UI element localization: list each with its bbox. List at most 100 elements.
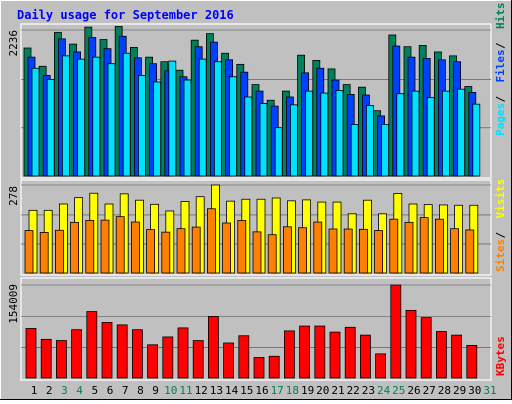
x-tick-label: 14 [225, 384, 239, 397]
x-tick-label: 12 [195, 384, 208, 397]
bar-kbytes [86, 311, 98, 379]
x-tick-label: 7 [122, 384, 129, 397]
bar-sites [206, 208, 216, 274]
bar-pages [305, 90, 314, 177]
x-tick-label: 20 [316, 384, 329, 397]
bar-kbytes [466, 344, 478, 379]
bar-pages [472, 103, 481, 177]
bar-sites [267, 234, 277, 274]
x-tick-label: 11 [179, 384, 192, 397]
bar-sites [298, 227, 308, 274]
bar-sites [146, 229, 156, 274]
x-tick-label: 24 [377, 384, 391, 397]
bar-kbytes [268, 355, 280, 379]
bar-pages [183, 79, 192, 177]
bar-kbytes [40, 338, 52, 379]
bar-pages [107, 63, 116, 177]
bar-sites [419, 217, 429, 274]
bar-kbytes [25, 328, 37, 379]
x-tick-label: 10 [164, 384, 177, 397]
bar-sites [328, 228, 338, 274]
bar-pages [62, 55, 70, 177]
bar-kbytes [162, 336, 174, 379]
bar-pages [426, 97, 435, 177]
bar-sites [358, 228, 368, 274]
legend-hits: Hits [494, 3, 507, 30]
bar-sites [374, 230, 384, 274]
bar-kbytes [223, 342, 235, 379]
bar-sites [404, 221, 414, 274]
x-tick-label: 17 [271, 384, 284, 397]
bar-kbytes [375, 353, 387, 379]
bar-pages [274, 127, 283, 177]
bar-kbytes [192, 340, 204, 379]
bar-kbytes [390, 284, 402, 379]
bar-pages [244, 96, 253, 177]
panel-visits-sites [20, 179, 492, 276]
bar-pages [77, 58, 85, 177]
x-tick-label: 8 [137, 384, 144, 397]
bar-pages [198, 58, 207, 177]
bar-pages [259, 103, 268, 177]
bar-kbytes [147, 344, 159, 379]
bar-pages [320, 92, 329, 177]
bar-pages [153, 81, 162, 177]
bar-kbytes [116, 324, 128, 379]
bar-pages [46, 78, 55, 177]
legend-files: Files [494, 49, 507, 82]
bar-kbytes [207, 316, 219, 379]
bar-pages [411, 90, 420, 177]
bar-sites [343, 228, 353, 274]
bar-kbytes [131, 329, 143, 379]
x-tick-label: 28 [438, 384, 451, 397]
bar-sites [252, 231, 262, 274]
bar-kbytes [405, 309, 417, 379]
bar-kbytes [238, 335, 250, 379]
x-tick-label: 16 [255, 384, 268, 397]
x-tick-label: 3 [61, 384, 68, 397]
bar-kbytes [314, 325, 326, 379]
x-tick-label: 9 [152, 384, 159, 397]
x-tick-label: 4 [76, 384, 83, 397]
bar-kbytes [420, 317, 432, 379]
bar-sites [465, 229, 475, 274]
legend-separator: / [494, 96, 507, 103]
legend-pages: Pages [494, 103, 507, 136]
x-tick-label: 19 [301, 384, 314, 397]
bar-marks [23, 26, 481, 379]
x-tick-label: 15 [240, 384, 253, 397]
x-tick-label: 26 [407, 384, 420, 397]
panel-kbytes [20, 277, 492, 381]
x-tick-label: 2 [46, 384, 53, 397]
bar-sites [161, 231, 171, 274]
bar-sites [24, 230, 34, 274]
legend-kbytes: KBytes [494, 336, 507, 376]
y-axis-max-label: 154009 [7, 284, 20, 324]
chart-title: Daily usage for September 2016 [17, 8, 234, 22]
bar-sites [389, 218, 399, 274]
x-tick-label: 22 [347, 384, 360, 397]
bar-sites [450, 228, 460, 274]
y-axis-max-label: 278 [7, 186, 20, 206]
x-tick-label: 23 [362, 384, 375, 397]
x-tick-label: 18 [286, 384, 299, 397]
bar-sites [100, 219, 110, 274]
legend-separator: / [494, 232, 507, 239]
bar-pages [92, 56, 101, 177]
y-axis-max-label: 2236 [7, 30, 20, 57]
bar-pages [457, 88, 466, 177]
bar-pages [335, 90, 344, 177]
bar-pages [137, 75, 146, 177]
bar-kbytes [299, 325, 311, 379]
bar-kbytes [56, 340, 67, 379]
bar-kbytes [283, 330, 295, 379]
bar-sites [130, 221, 140, 274]
bar-pages [168, 60, 177, 177]
x-tick-label: 13 [210, 384, 223, 397]
bar-pages [441, 90, 450, 177]
legend-separator: / [494, 42, 507, 49]
bar-kbytes [451, 334, 463, 379]
